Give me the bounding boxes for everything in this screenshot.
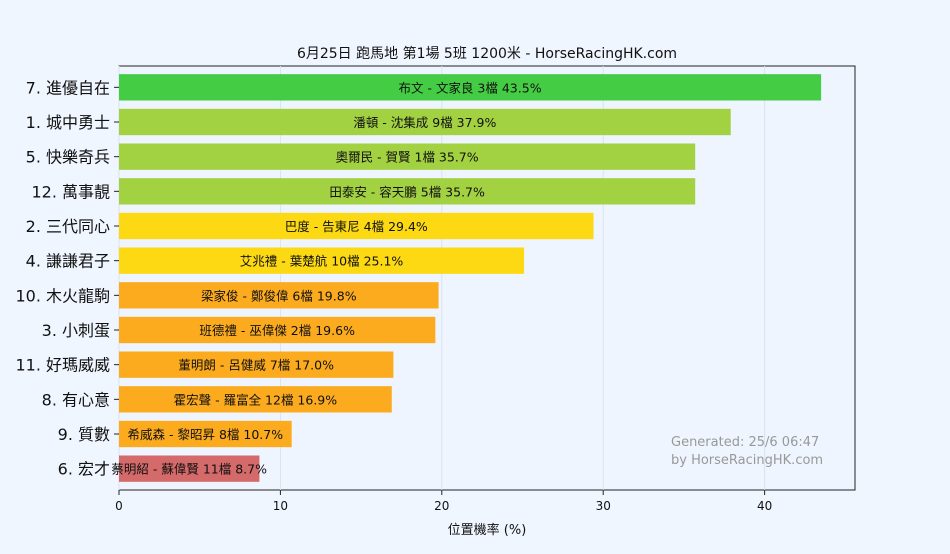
bar-data-label: 奧爾民 - 賀賢 1檔 35.7% <box>336 150 479 165</box>
category-label: 11. 好瑪威威 <box>15 356 110 375</box>
x-axis: 0 10 20 30 40 <box>115 490 772 513</box>
plot-area <box>118 65 856 491</box>
category-label: 8. 有心意 <box>42 390 110 409</box>
category-label: 2. 三代同心 <box>26 217 110 236</box>
grid-layer <box>118 66 766 490</box>
bar-data-label: 董明朗 - 呂健威 7檔 17.0% <box>178 358 334 373</box>
bar <box>119 351 394 378</box>
x-axis-title: 位置機率 (%) <box>448 522 527 538</box>
category-label: 7. 進優自在 <box>26 78 110 97</box>
category-label: 6. 宏才 <box>58 460 110 479</box>
bar <box>119 420 292 448</box>
bar <box>119 212 594 240</box>
category-label: 12. 萬事靚 <box>31 182 110 201</box>
x-tick-label: 30 <box>596 499 611 513</box>
category-label: 10. 木火龍駒 <box>15 286 110 305</box>
category-label: 1. 城中勇士 <box>26 113 110 132</box>
chart-title: 6月25日 跑馬地 第1場 5班 1200米 - HorseRacingHK.c… <box>297 45 677 62</box>
bar-data-label: 梁家俊 - 鄭俊偉 6檔 19.8% <box>201 288 357 303</box>
x-tick-label: 20 <box>434 499 449 513</box>
category-labels-layer: 7. 進優自在 1. 城中勇士 5. 快樂奇兵 12. 萬事靚 2. 三代同心 4. 謙謙… <box>15 78 119 479</box>
category-label: 3. 小刺蛋 <box>42 321 110 340</box>
bar <box>119 282 439 309</box>
bar-data-label: 田泰安 - 容天鵬 5檔 35.7% <box>329 184 485 199</box>
x-tick-label: 40 <box>757 499 772 513</box>
x-tick-label: 10 <box>273 499 288 513</box>
x-tick-label: 0 <box>115 499 123 513</box>
bar <box>119 178 696 205</box>
bar-data-label: 巴度 - 告東尼 4檔 29.4% <box>285 219 428 234</box>
bars-layer <box>119 74 822 482</box>
bar-data-label: 潘頓 - 沈集成 9檔 37.9% <box>353 115 496 130</box>
category-label: 5. 快樂奇兵 <box>26 148 110 167</box>
category-label: 4. 謙謙君子 <box>26 252 110 271</box>
bar <box>119 455 260 482</box>
category-label: 9. 質數 <box>58 425 110 444</box>
bar-labels-layer: 布文 - 文家良 3檔 43.5% 潘頓 - 沈集成 9檔 37.9% 奧爾民 - … <box>111 80 541 476</box>
bar <box>119 386 392 413</box>
bar <box>119 108 731 136</box>
bar-data-label: 霍宏聲 - 羅富全 12檔 16.9% <box>174 392 338 407</box>
bar <box>119 143 696 170</box>
bar-data-label: 蔡明紹 - 蘇偉賢 11檔 8.7% <box>111 462 267 477</box>
bar <box>119 316 436 344</box>
bar <box>119 247 525 274</box>
bar-data-label: 希威森 - 黎昭昇 8檔 10.7% <box>128 427 284 442</box>
bar <box>119 74 822 101</box>
annotation-generated: Generated: 25/6 06:47 <box>671 435 819 450</box>
bar-data-label: 班德禮 - 巫偉傑 2檔 19.6% <box>199 323 355 338</box>
bar-data-label: 艾兆禮 - 葉楚航 10檔 25.1% <box>240 254 404 269</box>
bar-data-label: 布文 - 文家良 3檔 43.5% <box>399 80 542 95</box>
annotation-source: by HorseRacingHK.com <box>671 453 823 468</box>
